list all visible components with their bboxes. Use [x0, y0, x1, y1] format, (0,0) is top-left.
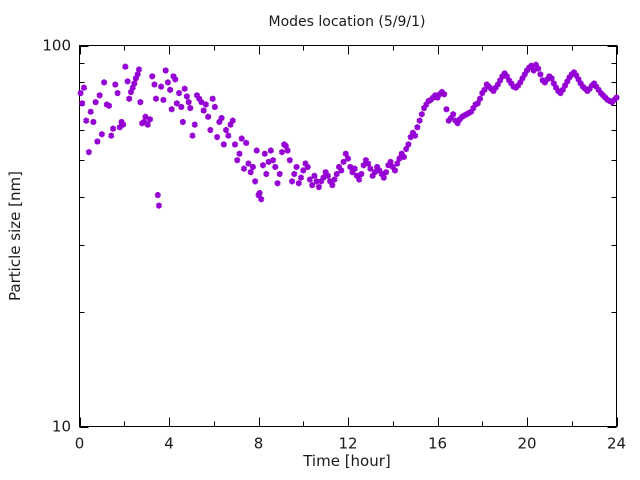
x-tick-label: 12	[338, 435, 357, 453]
data-point-marker-group	[77, 61, 620, 209]
x-tick-label: 0	[75, 435, 85, 453]
x-tick-label: 24	[607, 435, 626, 453]
y-tick-label: 100	[42, 37, 71, 55]
x-axis-tick-labels: 0 4 8 12 16 20 24	[75, 435, 626, 453]
y-axis-tick-labels: 10 100	[42, 37, 71, 436]
y-axis-label: Particle size [nm]	[6, 171, 24, 301]
chart-title: Modes location (5/9/1)	[269, 14, 426, 30]
data-series	[77, 61, 620, 209]
x-axis-label: Time [hour]	[302, 452, 391, 470]
x-axis-ticks	[80, 45, 618, 427]
x-tick-label: 8	[254, 435, 264, 453]
x-tick-label: 20	[517, 435, 536, 453]
x-tick-label: 16	[428, 435, 447, 453]
y-axis-ticks	[79, 46, 617, 428]
y-tick-label: 10	[52, 418, 71, 436]
axes-frame	[79, 45, 617, 427]
x-tick-label: 4	[164, 435, 174, 453]
data-points-layer	[77, 61, 620, 209]
